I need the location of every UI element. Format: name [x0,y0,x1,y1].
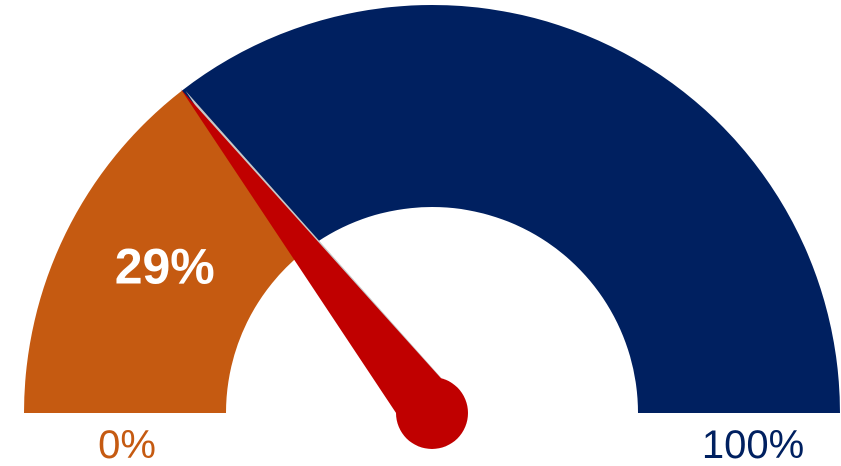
gauge-remaining-arc [181,5,840,414]
needle-hub [396,377,468,449]
gauge-max-label: 100% [702,423,804,466]
gauge-needle [180,89,456,432]
gauge-filled-arc [24,90,306,413]
gauge-value-label: 29% [115,239,215,295]
gauge-min-label: 0% [98,423,156,466]
